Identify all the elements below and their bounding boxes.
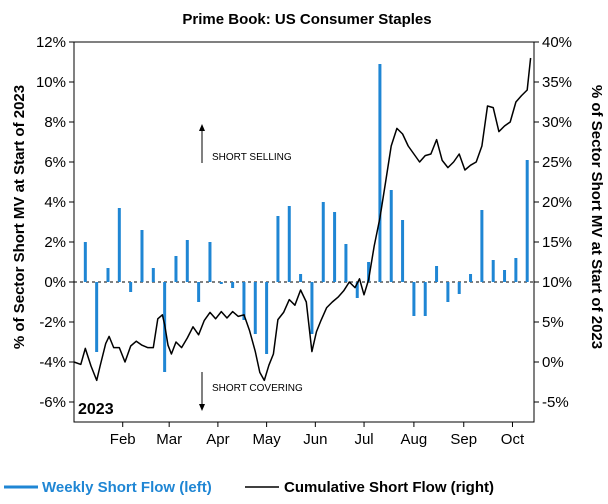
legend-entry-label: Weekly Short Flow (left) <box>42 479 212 496</box>
short-selling-label: SHORT SELLING <box>212 152 292 163</box>
weekly-flow-bar <box>140 230 144 282</box>
weekly-flow-bar <box>480 210 484 282</box>
plot-area: 12% 10% 8% 6% 4% 2% 0% -2% -4% -6% 40% 35% 30% 25% 20%… <box>36 34 572 448</box>
weekly-flow-bar <box>457 282 461 294</box>
weekly-flow-bar <box>151 268 155 282</box>
right-axis-tick-label: 15% <box>542 234 572 251</box>
weekly-flow-bar <box>242 282 246 320</box>
x-axis-tick-label: Aug <box>401 431 428 448</box>
weekly-flow-bar <box>525 160 529 282</box>
short-covering-label: SHORT COVERING <box>212 383 303 394</box>
weekly-flow-bar <box>321 202 325 282</box>
left-axis-tick-label: 12% <box>36 34 66 51</box>
weekly-flow-bar <box>389 190 393 282</box>
weekly-flow-bar <box>276 216 280 282</box>
weekly-flow-bar <box>231 282 235 288</box>
x-axis-tick-label: Jun <box>303 431 327 448</box>
left-axis-tick-label: 8% <box>44 114 66 131</box>
weekly-flow-bar <box>367 262 371 282</box>
x-axis-tick-label: Feb <box>110 431 136 448</box>
weekly-flow-bar <box>412 282 416 316</box>
short-selling-arrowhead <box>199 124 205 131</box>
left-axis-tick-label: -2% <box>39 314 66 331</box>
right-axis-tick-label: 20% <box>542 194 572 211</box>
right-axis-tick-label: 25% <box>542 154 572 171</box>
right-axis-tick-label: 0% <box>542 354 564 371</box>
weekly-flow-bar <box>344 244 348 282</box>
right-axis-tick-label: 35% <box>542 74 572 91</box>
left-axis-tick-label: 4% <box>44 194 66 211</box>
right-axis-tick-label: 10% <box>542 274 572 291</box>
weekly-flow-bar <box>469 274 473 282</box>
right-axis-tick-label: 5% <box>542 314 564 331</box>
x-axis-tick-label: Oct <box>501 431 525 448</box>
weekly-flow-bar <box>514 258 518 282</box>
weekly-flow-bar <box>185 240 189 282</box>
weekly-flow-bar <box>208 242 212 282</box>
weekly-flow-bar <box>174 256 178 282</box>
weekly-flow-bar <box>491 260 495 282</box>
weekly-flow-bar <box>310 282 314 334</box>
left-axis-tick-label: -6% <box>39 394 66 411</box>
legend-entry-label: Cumulative Short Flow (right) <box>284 479 494 496</box>
right-axis-tick-label: -5% <box>542 394 569 411</box>
weekly-flow-bar <box>287 206 291 282</box>
left-axis-tick-label: -4% <box>39 354 66 371</box>
weekly-flow-bar <box>378 64 382 282</box>
weekly-flow-bar <box>117 208 121 282</box>
left-axis-label: % of Sector Short MV at Start of 2023 <box>11 85 28 349</box>
left-axis-tick-label: 6% <box>44 154 66 171</box>
left-axis-tick-label: 10% <box>36 74 66 91</box>
weekly-flow-bar <box>95 282 99 352</box>
weekly-flow-bar <box>265 282 269 354</box>
chart-title: Prime Book: US Consumer Staples <box>182 11 431 28</box>
left-axis-tick-label: 2% <box>44 234 66 251</box>
right-axis-tick-label: 40% <box>542 34 572 51</box>
year-label: 2023 <box>78 401 114 418</box>
legend: Weekly Short Flow (left) Cumulative Short… <box>4 479 494 496</box>
weekly-flow-bar <box>333 212 337 282</box>
left-axis-tick-label: 0% <box>44 274 66 291</box>
weekly-flow-bar <box>106 268 110 282</box>
weekly-flow-bar <box>299 274 303 282</box>
cumulative-flow-line <box>73 57 532 382</box>
weekly-flow-bar <box>435 266 439 282</box>
plot-frame <box>73 41 535 423</box>
weekly-flow-bar <box>219 282 223 284</box>
short-covering-arrowhead <box>199 404 205 411</box>
weekly-flow-bar <box>197 282 201 302</box>
weekly-flow-bar <box>83 242 87 282</box>
weekly-flow-bar <box>253 282 257 334</box>
x-axis-tick-label: Jul <box>354 431 373 448</box>
right-axis-label: % of Sector Short MV at Start of 2023 <box>588 85 605 349</box>
x-axis-tick-label: Mar <box>156 431 182 448</box>
x-axis-tick-label: Sep <box>450 431 477 448</box>
weekly-flow-bar <box>423 282 427 316</box>
weekly-flow-bar <box>355 282 359 298</box>
weekly-flow-bar <box>446 282 450 302</box>
weekly-flow-bar <box>401 220 405 282</box>
right-axis-tick-label: 30% <box>542 114 572 131</box>
x-axis-tick-label: May <box>252 431 281 448</box>
x-axis-tick-label: Apr <box>206 431 229 448</box>
weekly-flow-bar <box>503 270 507 282</box>
weekly-flow-bar <box>129 282 133 292</box>
